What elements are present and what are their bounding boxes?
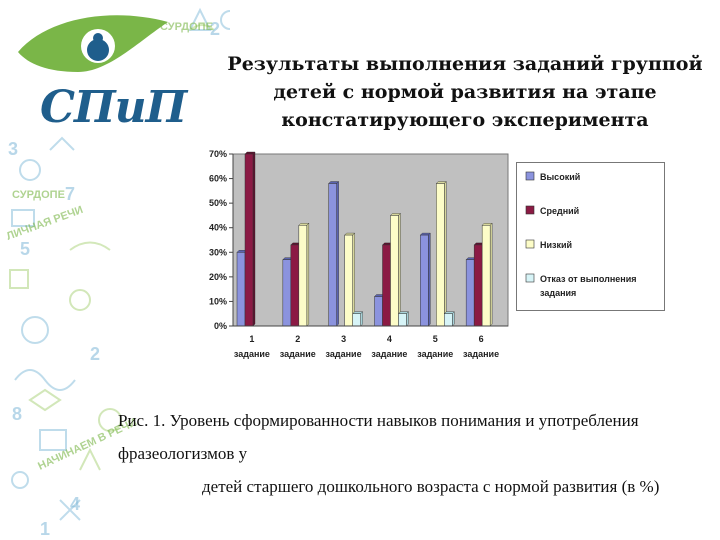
bar-3d-side (406, 311, 409, 327)
bar (382, 244, 391, 327)
bar (374, 296, 383, 327)
svg-text:7: 7 (65, 184, 75, 204)
x-tick-label: задание (371, 349, 407, 359)
bar (352, 313, 361, 327)
x-tick-label: 5 (433, 334, 438, 344)
legend-swatch (525, 239, 535, 249)
bar (420, 234, 429, 327)
x-tick-label: 6 (479, 334, 484, 344)
bar (328, 183, 337, 327)
title-line: констатирующего эксперимента (281, 109, 649, 131)
svg-text:3: 3 (8, 139, 18, 159)
x-tick-label: задание (463, 349, 499, 359)
logo-leaf-icon (18, 15, 168, 72)
svg-text:5: 5 (20, 239, 30, 259)
caption-line: Рис. 1. Уровень сформированности навыков… (118, 411, 639, 463)
legend-box (516, 162, 665, 311)
bar (444, 313, 453, 327)
bar-3d-side (252, 151, 256, 327)
x-tick-label: задание (234, 349, 270, 359)
bar (390, 215, 399, 327)
bar-3d-side (428, 232, 431, 327)
y-tick-label: 40% (209, 223, 227, 233)
figure-caption: Рис. 1. Уровень сформированности навыков… (118, 404, 708, 503)
bar (344, 234, 353, 327)
x-tick-label: задание (326, 349, 362, 359)
legend-label: Низкий (540, 240, 572, 250)
bar-3d-side (444, 181, 447, 327)
y-tick-label: 30% (209, 247, 227, 257)
x-tick-label: задание (280, 349, 316, 359)
chart-legend: Высокий Средний Низкий Отказ от выполнения з… (516, 162, 665, 311)
bar (481, 225, 491, 327)
logo-text: СПиП (40, 82, 187, 133)
bar-3d-side (336, 181, 339, 327)
y-tick-label: 20% (209, 272, 227, 282)
deco-word: СУРДОПЕ (160, 21, 213, 33)
decorative-background: 375 284 12 СУРДОПЕ ЛИЧНАЯ РЕЧИ СУРДОПЕ Н… (5, 7, 230, 539)
svg-text:2: 2 (90, 344, 100, 364)
title-line: Результаты выполнения заданий группой (227, 53, 703, 75)
bar-3d-side (306, 222, 310, 327)
legend-label: Отказ от выполнения (540, 274, 637, 284)
bar (465, 259, 475, 327)
bar (244, 153, 254, 327)
bar-3d-side (398, 212, 401, 327)
plot-area (232, 153, 509, 327)
logo: СПиП (18, 12, 187, 133)
title-line: детей с нормой развития на этапе (273, 81, 657, 103)
bar-3d-side (489, 222, 493, 327)
y-tick-label: 50% (209, 198, 227, 208)
svg-text:4: 4 (70, 494, 80, 514)
svg-text:1: 1 (40, 519, 50, 539)
y-tick-label: 60% (209, 174, 227, 184)
results-bar-chart: 0% 10% 20% 30% 40% 50% 60% 70% 1 задание 2 задание 3… (198, 148, 510, 372)
legend-swatch (525, 171, 535, 181)
bar (290, 244, 300, 327)
bar (436, 183, 445, 327)
x-tick-label: 1 (249, 334, 254, 344)
bar (398, 313, 407, 327)
legend-label: Высокий (540, 172, 580, 182)
bar (298, 225, 308, 327)
y-tick-label: 0% (214, 321, 227, 331)
y-tick-label: 10% (209, 296, 227, 306)
bar (282, 259, 292, 327)
caption-line: детей старшего дошкольного возраста с но… (202, 477, 660, 496)
svg-text:8: 8 (12, 404, 22, 424)
x-tick-label: 2 (295, 334, 300, 344)
bar-3d-side (360, 311, 363, 327)
x-tick-label: 4 (387, 334, 392, 344)
y-tick-label: 70% (209, 149, 227, 159)
bar (473, 244, 483, 327)
bar (236, 252, 246, 327)
legend-swatch (525, 205, 535, 215)
legend-swatch (525, 273, 535, 283)
slide-title: Результаты выполнения заданий группой де… (220, 50, 710, 134)
x-tick-label: 3 (341, 334, 346, 344)
deco-word: СУРДОПЕ (12, 189, 65, 201)
legend-label: Средний (540, 206, 579, 216)
legend-label: задания (540, 288, 576, 298)
svg-text:2: 2 (210, 19, 220, 39)
x-tick-label: задание (417, 349, 453, 359)
bar-3d-side (452, 311, 455, 327)
